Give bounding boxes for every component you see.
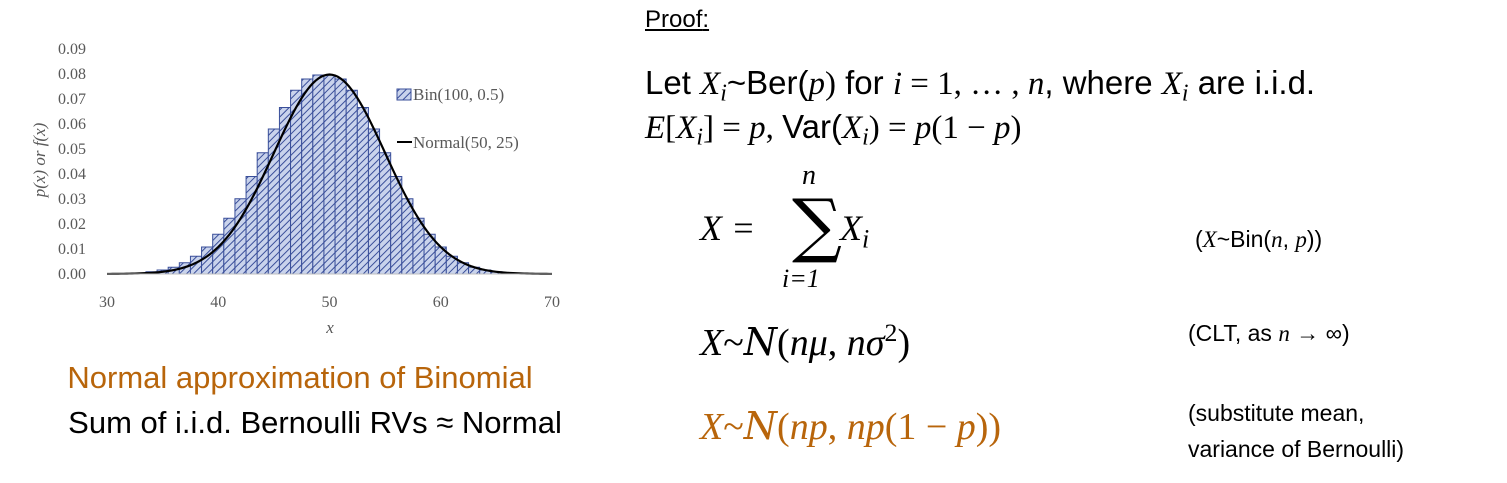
y-tick-label: 0.04 (58, 166, 86, 183)
y-axis-label: p(x) or f(x) (30, 122, 49, 198)
sum-equation: n X = ∑ Xi i=1 (700, 160, 900, 295)
bar-57 (401, 198, 414, 275)
bar-53 (356, 107, 369, 275)
bar-39 (201, 246, 214, 275)
y-tick-label: 0.01 (58, 241, 86, 258)
legend-bar-label: Bin(100, 0.5) (413, 85, 504, 104)
proof-line-result: X~N(np, np(1 − p)) (700, 404, 1002, 448)
x-tick-label: 60 (433, 294, 449, 311)
bar-41 (223, 217, 236, 275)
y-tick-label: 0.02 (58, 216, 86, 233)
bar-58 (412, 217, 425, 275)
bar-56 (390, 176, 403, 275)
y-tick-label: 0.08 (58, 66, 86, 83)
bar-51 (334, 78, 347, 275)
bar-40 (212, 233, 225, 275)
y-tick-label: 0.03 (58, 191, 86, 208)
bar-47 (290, 89, 303, 275)
bar-49 (312, 74, 325, 275)
sum-lhs: X = (700, 208, 756, 248)
bar-46 (278, 107, 292, 275)
proof-line-let: Let Xi~Ber(p) for i = 1, … , n, where Xi… (645, 64, 1316, 107)
bar-52 (345, 89, 358, 275)
bar-55 (379, 152, 392, 275)
bar-54 (367, 128, 381, 275)
x-tick-label: 30 (99, 294, 115, 311)
sigma-symbol: ∑ (792, 184, 842, 266)
legend-bar-swatch (396, 88, 412, 101)
proof-line-expectation: E[Xi] = p, Var(Xi) = p(1 − p) (645, 108, 1022, 151)
y-tick-label: 0.05 (58, 141, 86, 158)
sum-term: Xi (840, 208, 870, 254)
annotation-substitute-line1: (substitute mean, (1188, 400, 1365, 426)
legend-line-label: Normal(50, 25) (413, 133, 519, 152)
y-tick-label: 0.09 (58, 41, 86, 58)
binomial-normal-chart: 0.00 0.01 0.02 0.03 0.04 0.05 0.06 0.07 0.08 0.09… (30, 41, 560, 337)
caption-title: Normal approximation of Binomial (67, 360, 533, 395)
annotation-substitute-line2: variance of Bernoulli) (1188, 436, 1405, 462)
x-tick-label: 70 (544, 294, 560, 311)
bar-48 (301, 78, 314, 275)
legend: Bin(100, 0.5) Normal(50, 25) (396, 85, 519, 152)
sum-lower-limit: i=1 (782, 264, 820, 293)
proof-heading: Proof: (645, 6, 710, 33)
x-tick-label: 50 (322, 294, 338, 311)
annotation-binomial: (X~Bin(n, p)) (1195, 226, 1323, 252)
y-tick-label: 0.00 (58, 266, 86, 283)
bar-50 (323, 74, 336, 275)
x-tick-label: 40 (210, 294, 226, 311)
x-axis-label: x (325, 318, 334, 337)
y-tick-label: 0.06 (58, 116, 86, 133)
sum-upper-limit: n (802, 160, 816, 191)
annotation-clt: (CLT, as n → ∞) (1188, 320, 1350, 346)
caption-subtitle: Sum of i.i.d. Bernoulli RVs ≈ Normal (68, 405, 562, 440)
normal-curve-line (106, 73, 553, 276)
proof-line-clt: X~N(nμ, nσ2) (700, 318, 911, 365)
y-tick-label: 0.07 (58, 91, 86, 108)
